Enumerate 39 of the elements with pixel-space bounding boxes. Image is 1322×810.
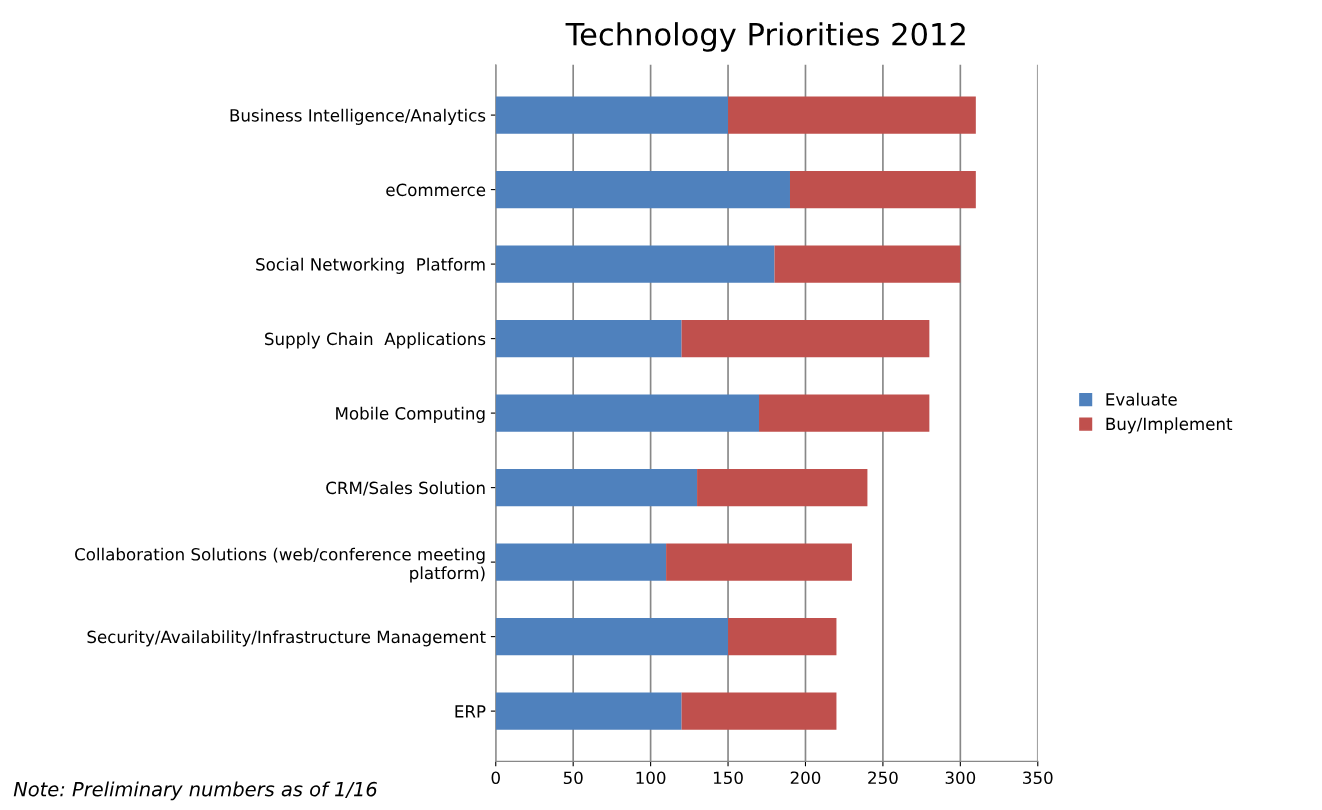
bar xyxy=(495,543,667,581)
y-tick-label: eCommerce xyxy=(386,183,486,197)
x-tick-label: 200 xyxy=(790,771,821,785)
y-tick-label: Business Intelligence/Analytics xyxy=(230,108,486,125)
y-tick-label: Social Networking Platform xyxy=(256,257,485,274)
y-tick-label: ERP xyxy=(455,705,486,718)
y-tick-label: Collaboration Solutions (web/conference meeting platform) xyxy=(75,547,485,583)
legend-label: Buy/Implement xyxy=(1106,417,1233,434)
bar xyxy=(774,245,961,283)
bar xyxy=(681,692,837,730)
bar xyxy=(666,543,852,581)
bar xyxy=(728,617,837,656)
bar xyxy=(495,319,682,358)
bar xyxy=(697,468,868,507)
bar xyxy=(759,394,930,432)
x-tick-label: 250 xyxy=(868,771,898,785)
y-tick-label: CRM/Sales Solution xyxy=(326,481,485,496)
x-tick-label: 150 xyxy=(713,771,743,785)
y-tick-label: Security/Availability/Infrastructure Management xyxy=(87,630,486,647)
bar xyxy=(728,96,976,134)
bar xyxy=(495,692,682,730)
bar xyxy=(495,617,729,656)
bar xyxy=(495,245,775,283)
bar xyxy=(495,96,729,134)
x-tick-label: 50 xyxy=(563,771,583,785)
bar xyxy=(495,170,790,209)
x-tick-label: 100 xyxy=(636,771,666,785)
y-tick-label: Mobile Computing xyxy=(336,406,485,423)
bar xyxy=(789,170,976,209)
x-tick-label: 0 xyxy=(491,771,500,785)
chart-title: Technology Priorities 2012 xyxy=(565,22,965,52)
y-tick-label: Supply Chain Applications xyxy=(265,332,486,349)
legend-label: Evaluate xyxy=(1106,392,1177,406)
bar xyxy=(495,394,760,432)
x-tick-label: 350 xyxy=(1023,771,1053,785)
text: Note: Preliminary numbers as of 1/16 xyxy=(13,781,377,801)
bar xyxy=(495,468,698,507)
bar xyxy=(681,319,930,358)
x-tick-label: 300 xyxy=(945,771,976,785)
